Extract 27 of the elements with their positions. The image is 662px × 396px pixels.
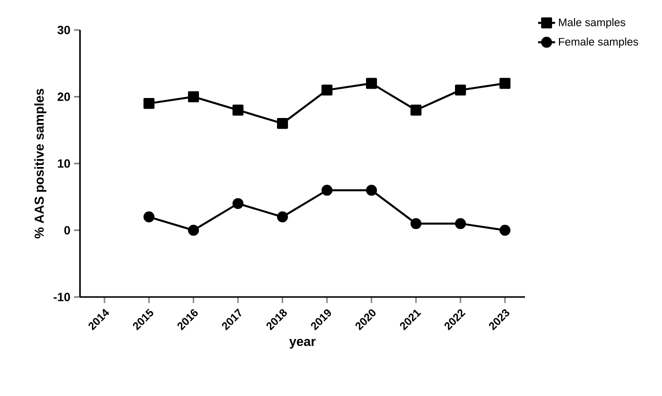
point [232, 198, 244, 210]
point [276, 118, 288, 129]
point [410, 218, 422, 230]
point [143, 211, 154, 222]
point [321, 184, 332, 196]
y-tick-label: 10 [58, 159, 70, 168]
point [500, 78, 510, 89]
point [232, 104, 244, 116]
legend-label: Male samples [558, 18, 626, 28]
point [188, 91, 199, 102]
point [143, 98, 154, 109]
y-axis-title: % AAS positive samples [34, 88, 46, 238]
point [455, 84, 466, 96]
x-axis-title: year [289, 338, 316, 349]
point [366, 78, 377, 89]
point [321, 84, 332, 96]
point [188, 224, 199, 236]
point [500, 224, 510, 236]
point [410, 104, 422, 116]
y-tick-label: -10 [54, 292, 70, 302]
y-tick-label: 0 [64, 226, 70, 234]
point [366, 184, 377, 196]
point [276, 211, 288, 222]
legend-label: Female samples [558, 38, 638, 48]
y-tick-label: 20 [58, 92, 70, 101]
y-tick-label: 30 [57, 26, 70, 34]
point [455, 218, 466, 230]
